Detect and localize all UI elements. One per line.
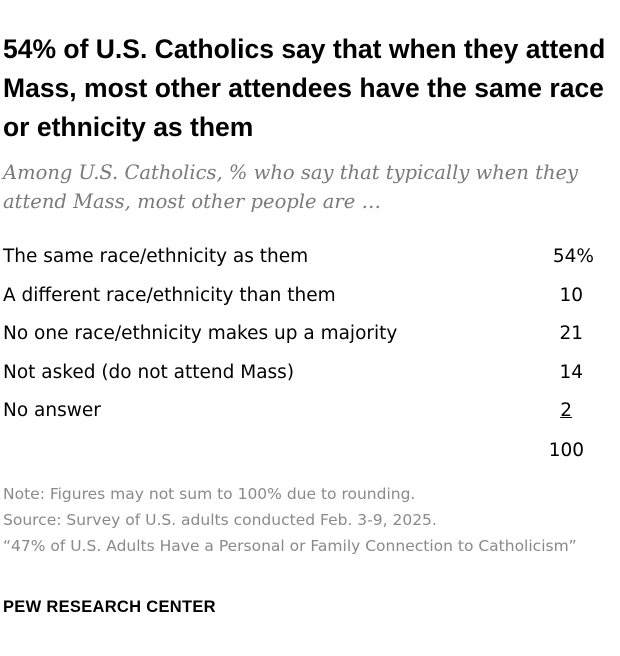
- row-value: 10: [559, 285, 583, 306]
- table-row: No answer 2: [0, 396, 620, 426]
- row-label: A different race/ethnicity than them: [3, 285, 336, 306]
- report-title: “47% of U.S. Adults Have a Personal or F…: [3, 537, 577, 555]
- table-row: The same race/ethnicity as them 54%: [0, 242, 620, 272]
- row-label: Not asked (do not attend Mass): [3, 362, 295, 383]
- table-row: No one race/ethnicity makes up a majorit…: [0, 319, 620, 349]
- source-text: Source: Survey of U.S. adults conducted …: [3, 511, 437, 529]
- row-value: 54%: [552, 246, 594, 267]
- row-label: No answer: [3, 400, 101, 421]
- row-label: No one race/ethnicity makes up a majorit…: [3, 323, 398, 344]
- table-row: Not asked (do not attend Mass) 14: [0, 358, 620, 388]
- row-value: 21: [559, 323, 583, 344]
- chart-subtitle: Among U.S. Catholics, % who say that typ…: [3, 161, 579, 213]
- chart-title: 54% of U.S. Catholics say that when they…: [3, 34, 606, 142]
- note-text: Note: Figures may not sum to 100% due to…: [3, 485, 416, 503]
- row-label: The same race/ethnicity as them: [3, 246, 309, 267]
- row-value: 14: [559, 362, 583, 383]
- row-value: 2: [560, 400, 572, 421]
- pew-research-center-logo: PEW RESEARCH CENTER: [3, 598, 216, 616]
- table-row: A different race/ethnicity than them 10: [0, 281, 620, 311]
- total-value: 100: [548, 440, 584, 461]
- chart-notes: Note: Figures may not sum to 100% due to…: [3, 481, 603, 559]
